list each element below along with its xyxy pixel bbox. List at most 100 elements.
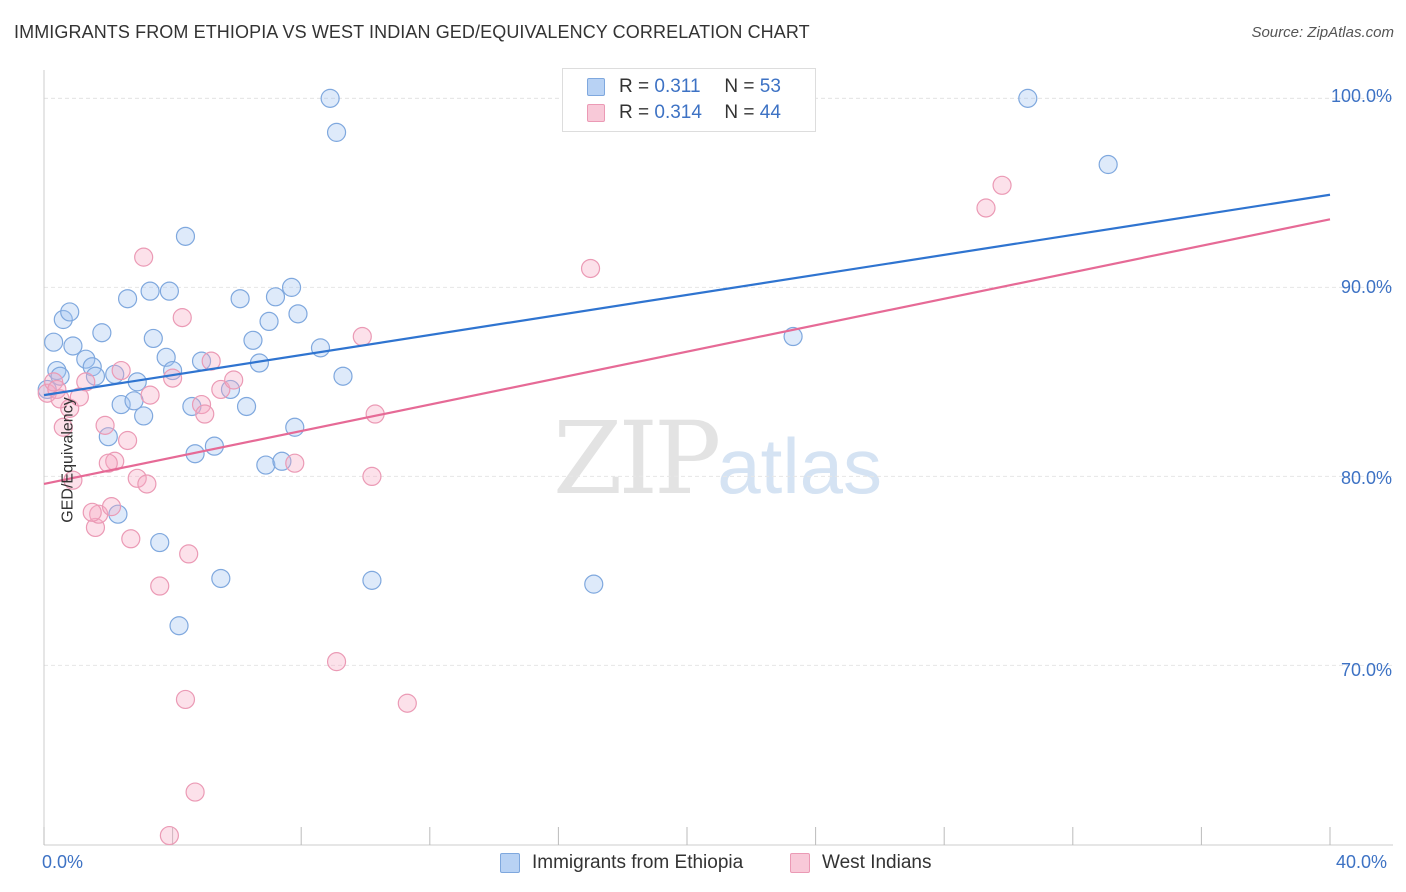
series-legend-ethiopia: Immigrants from Ethiopia	[500, 852, 743, 874]
legend-r-label: R =	[619, 102, 650, 123]
series-legend-label: Immigrants from Ethiopia	[532, 852, 744, 873]
legend-n-value: 44	[759, 102, 781, 123]
legend-r-value: 0.311	[654, 76, 701, 97]
source-credit: Source: ZipAtlas.com	[1251, 24, 1394, 41]
point-ethiopia	[584, 574, 604, 594]
point-ethiopia	[288, 304, 308, 324]
point-west-indians	[352, 326, 372, 347]
point-ethiopia	[53, 309, 73, 330]
point-ethiopia	[211, 568, 231, 589]
point-ethiopia	[111, 394, 131, 415]
trendline-west-indians	[43, 218, 1331, 486]
point-west-indians	[580, 258, 601, 279]
point-west-indians	[159, 825, 179, 846]
point-ethiopia	[362, 570, 382, 590]
point-west-indians	[101, 497, 122, 517]
point-ethiopia	[175, 226, 196, 246]
legend-r-label: R =	[619, 76, 650, 97]
point-ethiopia	[259, 311, 279, 332]
series-legend: Immigrants from Ethiopia West Indians	[0, 852, 1406, 878]
legend-n-label: N =	[724, 102, 755, 123]
point-ethiopia	[150, 532, 170, 553]
point-west-indians	[326, 652, 347, 672]
point-west-indians	[82, 502, 102, 522]
point-ethiopia	[134, 406, 154, 426]
correlation-legend: R = 0.311 N = 53 R = 0.314 N = 44	[562, 68, 816, 132]
chart-title: IMMIGRANTS FROM ETHIOPIA VS WEST INDIAN …	[14, 22, 810, 42]
point-west-indians	[172, 308, 192, 328]
point-ethiopia	[143, 328, 163, 349]
series-legend-west-indians: West Indians	[790, 852, 931, 874]
point-ethiopia	[236, 396, 257, 417]
legend-swatch-pink	[587, 104, 605, 122]
point-ethiopia	[1018, 88, 1038, 108]
point-ethiopia	[783, 326, 803, 347]
legend-n-label: N =	[724, 76, 755, 97]
legend-r-value: 0.314	[654, 102, 702, 123]
y-tick-label-100: 100.0%	[1330, 86, 1392, 106]
point-west-indians	[195, 404, 215, 424]
point-ethiopia	[117, 289, 138, 309]
point-west-indians	[76, 372, 96, 392]
y-tick-label-90: 90.0%	[1340, 277, 1392, 297]
point-ethiopia	[92, 323, 112, 343]
series-legend-label: West Indians	[822, 852, 932, 873]
point-west-indians	[285, 453, 305, 473]
point-ethiopia	[108, 504, 128, 524]
point-ethiopia	[76, 349, 96, 369]
point-west-indians	[95, 415, 115, 435]
point-west-indians	[117, 430, 138, 451]
legend-row-west-indians: R = 0.314 N = 44	[587, 101, 781, 125]
point-ethiopia	[326, 122, 347, 142]
point-west-indians	[150, 576, 170, 596]
legend-n-value: 53	[759, 76, 781, 97]
point-west-indians	[121, 529, 141, 549]
legend-swatch-blue	[587, 78, 605, 96]
y-tick-label-70: 70.0%	[1340, 660, 1392, 680]
point-ethiopia	[63, 336, 83, 356]
point-west-indians	[397, 693, 417, 713]
point-west-indians	[163, 368, 183, 388]
zipatlas-watermark: ZIPatlas	[553, 400, 882, 517]
point-ethiopia	[204, 436, 224, 456]
point-west-indians	[127, 468, 147, 488]
point-west-indians	[185, 782, 205, 802]
y-tick-label-80: 80.0%	[1340, 468, 1392, 488]
watermark-atlas: atlas	[717, 422, 883, 510]
point-ethiopia	[169, 616, 189, 636]
point-west-indians	[140, 385, 160, 405]
watermark-zip: ZIP	[553, 400, 721, 517]
point-ethiopia	[159, 281, 179, 301]
point-west-indians	[98, 453, 118, 473]
legend-row-ethiopia: R = 0.311 N = 53	[587, 75, 781, 99]
series-swatch-pink	[790, 853, 810, 873]
point-ethiopia	[265, 287, 286, 307]
point-ethiopia	[256, 455, 276, 475]
point-west-indians	[992, 175, 1012, 195]
point-ethiopia	[320, 88, 340, 108]
point-west-indians	[175, 689, 196, 710]
point-west-indians	[976, 198, 996, 218]
point-west-indians	[179, 544, 199, 564]
point-ethiopia	[98, 427, 118, 447]
trendline-ethiopia	[43, 193, 1331, 397]
point-ethiopia	[60, 302, 80, 322]
point-west-indians	[211, 379, 231, 400]
point-west-indians	[111, 360, 131, 381]
point-ethiopia	[140, 281, 160, 301]
point-west-indians	[362, 466, 382, 487]
point-ethiopia	[47, 360, 67, 381]
y-axis-label: GED/Equivalency	[59, 397, 77, 523]
point-ethiopia	[281, 277, 302, 297]
point-ethiopia	[243, 330, 263, 350]
x-tick-label-max: 40.0%	[1336, 852, 1388, 872]
point-west-indians	[53, 417, 73, 437]
series-swatch-blue	[500, 853, 520, 873]
point-ethiopia	[333, 366, 353, 386]
point-ethiopia	[85, 366, 106, 386]
point-ethiopia	[230, 289, 250, 309]
point-west-indians	[224, 370, 244, 390]
point-west-indians	[134, 247, 154, 267]
x-tick-label-min: 0.0%	[42, 852, 84, 872]
